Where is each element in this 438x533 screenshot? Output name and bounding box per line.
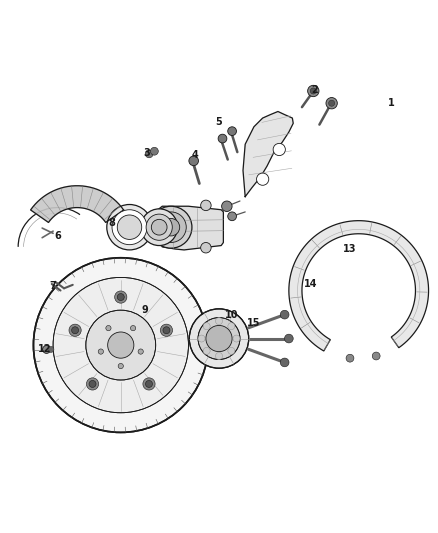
Circle shape	[346, 354, 354, 362]
Circle shape	[86, 310, 155, 380]
Text: 4: 4	[191, 150, 198, 160]
Circle shape	[107, 205, 152, 250]
Text: 7: 7	[49, 281, 57, 291]
Circle shape	[203, 322, 210, 330]
Circle shape	[150, 206, 192, 248]
Circle shape	[372, 352, 380, 360]
Circle shape	[307, 85, 319, 96]
Text: 5: 5	[215, 117, 223, 127]
Circle shape	[215, 352, 223, 359]
Circle shape	[151, 220, 167, 235]
Circle shape	[118, 364, 124, 369]
Circle shape	[131, 326, 136, 331]
Text: 9: 9	[141, 305, 148, 315]
Circle shape	[71, 327, 78, 334]
Text: 2: 2	[312, 85, 318, 95]
Circle shape	[218, 134, 227, 143]
Circle shape	[228, 322, 235, 330]
Text: 6: 6	[54, 231, 61, 241]
Circle shape	[257, 173, 269, 185]
Circle shape	[280, 358, 289, 367]
Circle shape	[86, 378, 99, 390]
Text: 13: 13	[343, 244, 357, 254]
Circle shape	[146, 214, 172, 240]
Circle shape	[69, 324, 81, 336]
Circle shape	[228, 348, 235, 354]
Circle shape	[42, 345, 50, 353]
Text: 8: 8	[109, 218, 116, 228]
Text: 12: 12	[38, 344, 51, 354]
Circle shape	[189, 156, 198, 166]
Text: 15: 15	[247, 318, 261, 328]
Circle shape	[89, 381, 96, 387]
Circle shape	[145, 150, 153, 158]
Circle shape	[48, 346, 54, 352]
Circle shape	[145, 381, 152, 387]
Text: 3: 3	[144, 148, 150, 158]
Circle shape	[228, 127, 237, 135]
Circle shape	[155, 212, 186, 243]
Circle shape	[33, 258, 208, 432]
Circle shape	[106, 326, 111, 331]
Circle shape	[222, 201, 232, 212]
Text: 10: 10	[225, 310, 239, 319]
Circle shape	[310, 88, 316, 94]
Circle shape	[150, 147, 158, 155]
Circle shape	[280, 310, 289, 319]
Circle shape	[143, 378, 155, 390]
Circle shape	[117, 294, 124, 301]
Polygon shape	[243, 111, 293, 197]
Circle shape	[206, 326, 232, 352]
Circle shape	[215, 318, 223, 325]
Polygon shape	[158, 206, 223, 250]
Circle shape	[201, 243, 211, 253]
Polygon shape	[289, 221, 428, 351]
Text: 14: 14	[304, 279, 318, 289]
Circle shape	[112, 210, 147, 245]
Circle shape	[138, 349, 143, 354]
Circle shape	[160, 324, 173, 336]
Circle shape	[198, 318, 240, 359]
Circle shape	[98, 349, 103, 354]
Circle shape	[228, 212, 237, 221]
Polygon shape	[31, 186, 124, 222]
Circle shape	[273, 143, 286, 156]
Circle shape	[117, 215, 142, 239]
Circle shape	[141, 209, 177, 246]
Circle shape	[201, 200, 211, 211]
Circle shape	[53, 277, 188, 413]
Text: 1: 1	[388, 98, 395, 108]
Circle shape	[326, 98, 337, 109]
Circle shape	[198, 335, 205, 342]
Circle shape	[233, 335, 240, 342]
Circle shape	[163, 327, 170, 334]
Circle shape	[108, 332, 134, 358]
Circle shape	[162, 219, 180, 236]
Circle shape	[285, 334, 293, 343]
Circle shape	[189, 309, 249, 368]
Circle shape	[203, 348, 210, 354]
Circle shape	[115, 291, 127, 303]
Circle shape	[328, 100, 335, 106]
